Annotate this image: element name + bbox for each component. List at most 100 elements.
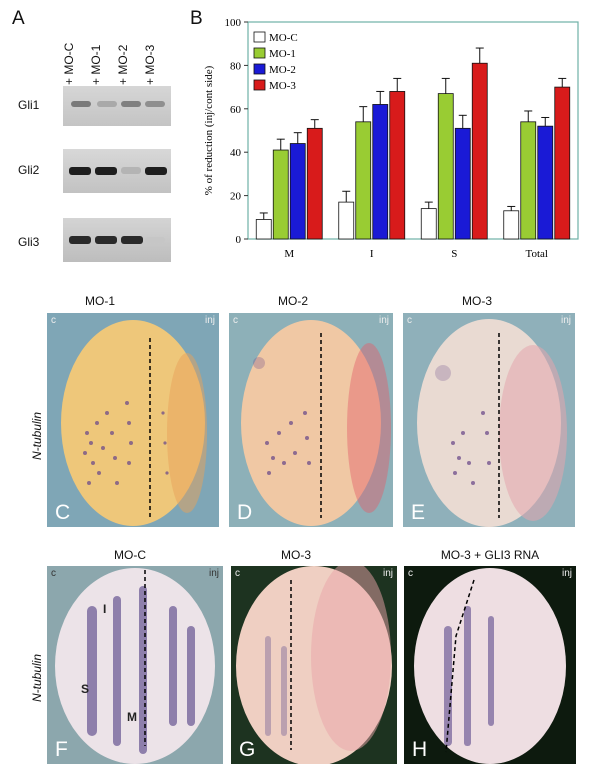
y-tick-label-20: 20	[230, 191, 242, 203]
legend-label-MO-C: MO-C	[269, 32, 298, 44]
legend-label-MO-3: MO-3	[269, 80, 296, 92]
x-tick-label-S: S	[451, 248, 457, 260]
gli3-band-mo-2	[121, 236, 143, 244]
panel-f-injected-label: inj	[208, 568, 219, 579]
reduction-bar-chart: 0 20 40 60 80 100 % of reduction (inj/cont sid…	[203, 17, 579, 260]
gli3-blot	[63, 218, 171, 262]
panel-f-embryo	[55, 568, 215, 764]
panel-g-letter: G	[239, 738, 256, 761]
x-tick-label-I: I	[370, 248, 374, 260]
panel-f-control-label: c	[51, 568, 56, 579]
panel-g-embryo	[236, 566, 392, 764]
y-tick-label-80: 80	[230, 60, 242, 72]
gli1-band-mo-c	[71, 101, 91, 107]
y-tick-label-100: 100	[225, 17, 242, 29]
bar-MO-3-M	[306, 127, 323, 240]
plot-frame	[247, 21, 579, 240]
bar-MO-C-Total	[503, 210, 520, 240]
legend-swatch-MO-3	[253, 79, 266, 91]
legend-swatch-MO-C	[253, 31, 266, 43]
panel-e-image: c inj E	[403, 313, 575, 527]
panel-f-letter: F	[55, 738, 68, 761]
gli3-band-mo-1	[95, 236, 117, 244]
panel-c-injected-label: inj	[204, 315, 215, 326]
legend-label-MO-2: MO-2	[269, 64, 296, 76]
row2-side-label: N-tubulin	[30, 653, 44, 702]
panel-h-image: c inj H	[404, 566, 576, 764]
gli3-band-mo-c	[69, 236, 91, 244]
panel-h-letter: H	[412, 738, 428, 761]
bar-MO-C-M	[255, 219, 272, 240]
bar-MO-3-I	[389, 91, 406, 240]
panel-h-injected-label: inj	[561, 568, 572, 579]
panel-g-injected-label: inj	[382, 568, 393, 579]
y-tick-label-60: 60	[230, 104, 242, 116]
bar-MO-1-Total	[520, 121, 537, 240]
panel-h-control-label: c	[408, 568, 413, 579]
panel-d-injected-label: inj	[378, 315, 389, 326]
panel-b-letter: B	[190, 8, 203, 29]
stripe-label-m: M	[127, 710, 137, 724]
stripe-label-i: I	[103, 602, 107, 616]
panel-d-image: c inj D	[229, 313, 393, 527]
bar-MO-C-I	[338, 201, 355, 240]
row1-side-label: N-tubulin	[30, 411, 44, 460]
panel-c-title: MO-1	[85, 294, 115, 308]
x-tick-label-M: M	[284, 248, 294, 260]
panel-f-title: MO-C	[114, 548, 146, 562]
panel-a-letter: A	[12, 8, 25, 29]
lane-label-mo-2: + MO-2	[116, 44, 130, 85]
panel-h-embryo	[414, 568, 566, 764]
y-axis-label: % of reduction (inj/cont side)	[203, 65, 215, 195]
gli2-band-mo-3	[145, 167, 167, 175]
panel-e-control-label: c	[407, 315, 412, 326]
y-tick-label-0: 0	[236, 234, 242, 246]
legend-label-MO-1: MO-1	[269, 48, 296, 60]
legend-swatch-MO-2	[253, 63, 266, 75]
gli2-band-mo-c	[69, 167, 91, 175]
panel-g-control-label: c	[235, 568, 240, 579]
bar-MO-1-S	[437, 93, 454, 240]
panel-f-image: c inj I S M F	[47, 566, 223, 764]
gene-label-gli1: Gli1	[18, 98, 40, 112]
lane-label-mo-1: + MO-1	[89, 44, 103, 85]
panel-d-letter: D	[237, 501, 253, 524]
lane-label-mo-3: + MO-3	[143, 44, 157, 85]
gli1-band-mo-1	[97, 101, 117, 107]
panel-d-embryo	[241, 320, 391, 526]
panel-e-embryo	[417, 319, 567, 527]
x-tick-label-Total: Total	[526, 248, 548, 260]
gli3-band-mo-3	[145, 237, 165, 243]
gli1-blot	[63, 86, 171, 126]
panel-d-title: MO-2	[278, 294, 308, 308]
gli1-band-mo-2	[121, 101, 141, 107]
gli1-band-mo-3	[145, 101, 165, 107]
panel-e-letter: E	[411, 501, 426, 524]
legend-swatch-MO-1	[253, 47, 266, 59]
stripe-label-s: S	[81, 682, 90, 696]
bar-MO-1-M	[272, 149, 289, 240]
panel-d-control-label: c	[233, 315, 238, 326]
panel-c-image: c inj C	[47, 313, 219, 527]
panel-c-letter: C	[55, 501, 71, 524]
bar-MO-C-S	[420, 208, 437, 240]
gene-label-gli2: Gli2	[18, 163, 40, 177]
bar-MO-2-I	[372, 104, 389, 240]
panel-e-injected-label: inj	[560, 315, 571, 326]
bar-MO-3-Total	[554, 86, 571, 240]
panel-h-title: MO-3 + GLI3 RNA	[440, 548, 540, 562]
panel-g-image: c inj G	[231, 566, 397, 764]
gli2-band-mo-2	[121, 167, 141, 174]
lane-label-mo-c: + MO-C	[62, 42, 76, 85]
bar-MO-3-S	[471, 62, 488, 240]
gli2-blot	[63, 149, 171, 193]
bar-MO-2-M	[289, 143, 306, 240]
panel-e-title: MO-3	[462, 294, 492, 308]
bar-MO-2-S	[454, 127, 471, 240]
panel-c-control-label: c	[51, 315, 56, 326]
y-tick-label-40: 40	[230, 147, 242, 159]
panel-g-title: MO-3	[281, 548, 311, 562]
gli2-band-mo-1	[95, 167, 117, 175]
bar-MO-1-I	[355, 121, 372, 240]
bar-MO-2-Total	[537, 125, 554, 240]
